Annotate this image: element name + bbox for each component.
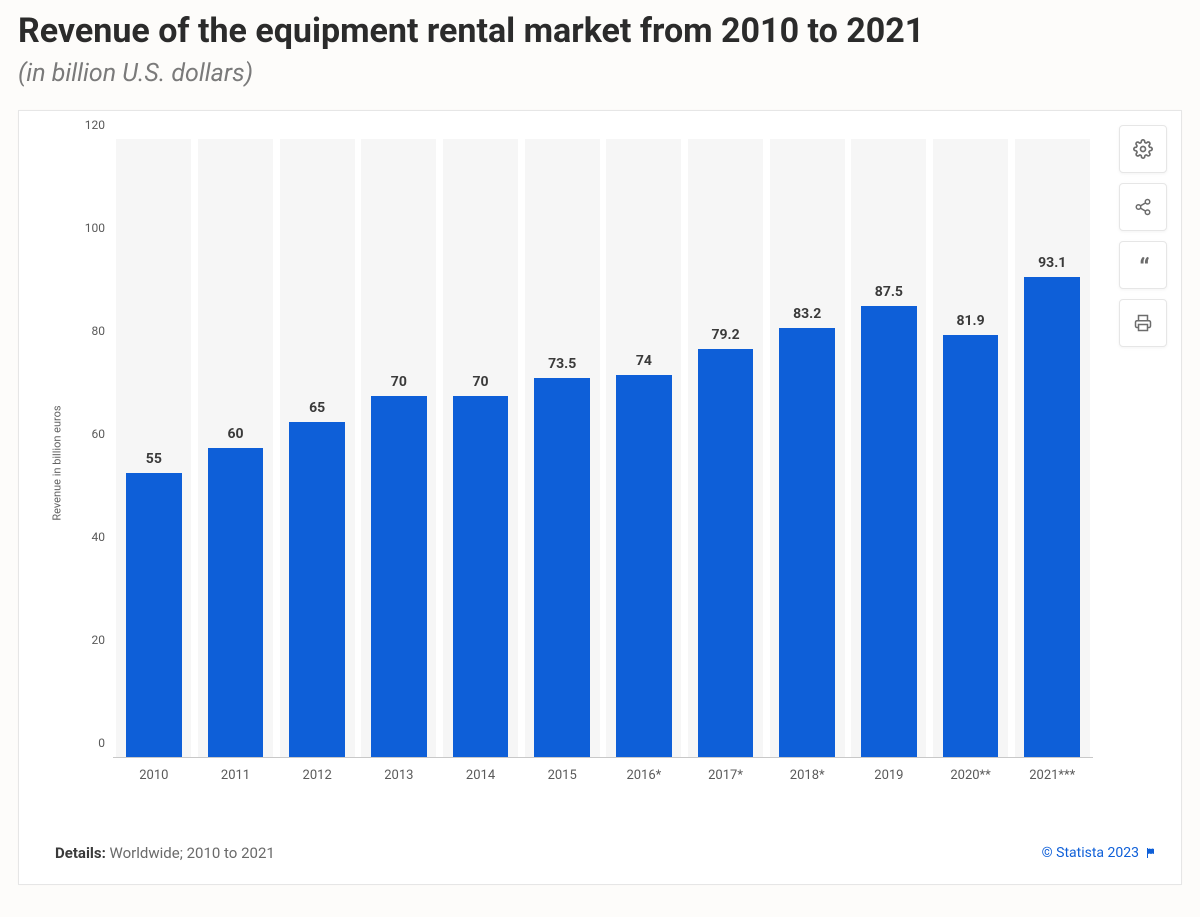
cite-button[interactable]: “	[1119, 241, 1167, 289]
bar[interactable]: 65	[289, 422, 345, 757]
print-button[interactable]	[1119, 299, 1167, 347]
details-block: Details: Worldwide; 2010 to 2021	[55, 844, 275, 862]
y-tick-label: 120	[85, 118, 105, 132]
bar-slot: 83.22018*	[766, 139, 848, 757]
bar-slot: 87.52019	[848, 139, 930, 757]
bar[interactable]: 70	[453, 396, 509, 757]
bar-value-label: 83.2	[793, 306, 821, 322]
bar[interactable]: 79.2	[698, 349, 754, 757]
x-tick-label: 2016*	[626, 768, 661, 783]
x-tick-label: 2012	[303, 768, 332, 783]
y-tick-label: 60	[92, 427, 106, 441]
bar[interactable]: 70	[371, 396, 427, 757]
share-button[interactable]	[1119, 183, 1167, 231]
bar-slot: 602011	[195, 139, 277, 757]
bar[interactable]: 74	[616, 375, 672, 756]
quote-icon: “	[1139, 256, 1147, 274]
bar-slot: 742016*	[603, 139, 685, 757]
bar-value-label: 55	[146, 451, 162, 467]
bar-value-label: 70	[472, 374, 488, 390]
bar-value-label: 87.5	[875, 284, 903, 300]
chart-subtitle: (in billion U.S. dollars)	[18, 59, 1182, 88]
bar-value-label: 81.9	[956, 313, 984, 329]
copyright-text: © Statista 2023	[1042, 845, 1139, 861]
bar-value-label: 73.5	[548, 356, 576, 372]
bar-value-label: 70	[391, 374, 407, 390]
details-text: Worldwide; 2010 to 2021	[106, 844, 275, 862]
chart-title: Revenue of the equipment rental market f…	[18, 10, 1182, 53]
x-tick-label: 2011	[221, 768, 250, 783]
x-tick-label: 2013	[384, 768, 413, 783]
chart-plot-region: Revenue in billion euros 552010602011652…	[65, 139, 1099, 788]
bar-value-label: 79.2	[711, 327, 739, 343]
y-axis-label: Revenue in billion euros	[51, 405, 64, 520]
bar-value-label: 74	[636, 353, 652, 369]
bar[interactable]: 87.5	[861, 306, 917, 757]
x-tick-label: 2010	[139, 768, 168, 783]
x-tick-label: 2015	[548, 768, 577, 783]
bar-slot: 81.92020**	[930, 139, 1012, 757]
x-tick-label: 2019	[874, 768, 903, 783]
y-tick-label: 40	[92, 530, 106, 544]
settings-button[interactable]	[1119, 125, 1167, 173]
bar-slot: 73.52015	[521, 139, 603, 757]
bar-slot: 93.12021***	[1011, 139, 1093, 757]
chart-footer: Details: Worldwide; 2010 to 2021 © Stati…	[55, 844, 1157, 862]
x-tick-label: 2018*	[790, 768, 825, 783]
y-tick-label: 0	[98, 736, 105, 750]
bar-value-label: 93.1	[1038, 255, 1066, 271]
bar[interactable]: 93.1	[1024, 277, 1080, 756]
bar[interactable]: 83.2	[779, 328, 835, 756]
bar-slot: 552010	[113, 139, 195, 757]
copyright-link[interactable]: © Statista 2023	[1042, 845, 1157, 861]
flag-icon	[1145, 847, 1157, 859]
y-tick-label: 20	[92, 633, 106, 647]
bar[interactable]: 73.5	[534, 378, 590, 757]
plot-area: 55201060201165201270201370201473.5201574…	[113, 139, 1093, 758]
y-tick-label: 100	[85, 221, 105, 235]
print-icon	[1134, 314, 1152, 332]
details-label: Details:	[55, 844, 106, 862]
x-tick-label: 2014	[466, 768, 495, 783]
bar-value-label: 65	[309, 400, 325, 416]
share-icon	[1134, 198, 1152, 216]
bar-slot: 702014	[440, 139, 522, 757]
bar-value-label: 60	[227, 426, 243, 442]
chart-card: “ Revenue in billion euros 5520106020116…	[18, 110, 1182, 885]
bar-slot: 702013	[358, 139, 440, 757]
chart-toolbar: “	[1119, 125, 1167, 347]
x-tick-label: 2020**	[950, 768, 990, 783]
bar[interactable]: 81.9	[943, 335, 999, 757]
bar[interactable]: 55	[126, 473, 182, 756]
bar-slot: 79.22017*	[685, 139, 767, 757]
y-tick-label: 80	[92, 324, 106, 338]
bar[interactable]: 60	[208, 448, 264, 757]
x-tick-label: 2017*	[708, 768, 743, 783]
bar-slot: 652012	[276, 139, 358, 757]
x-tick-label: 2021***	[1029, 768, 1075, 783]
gear-icon	[1133, 139, 1153, 159]
